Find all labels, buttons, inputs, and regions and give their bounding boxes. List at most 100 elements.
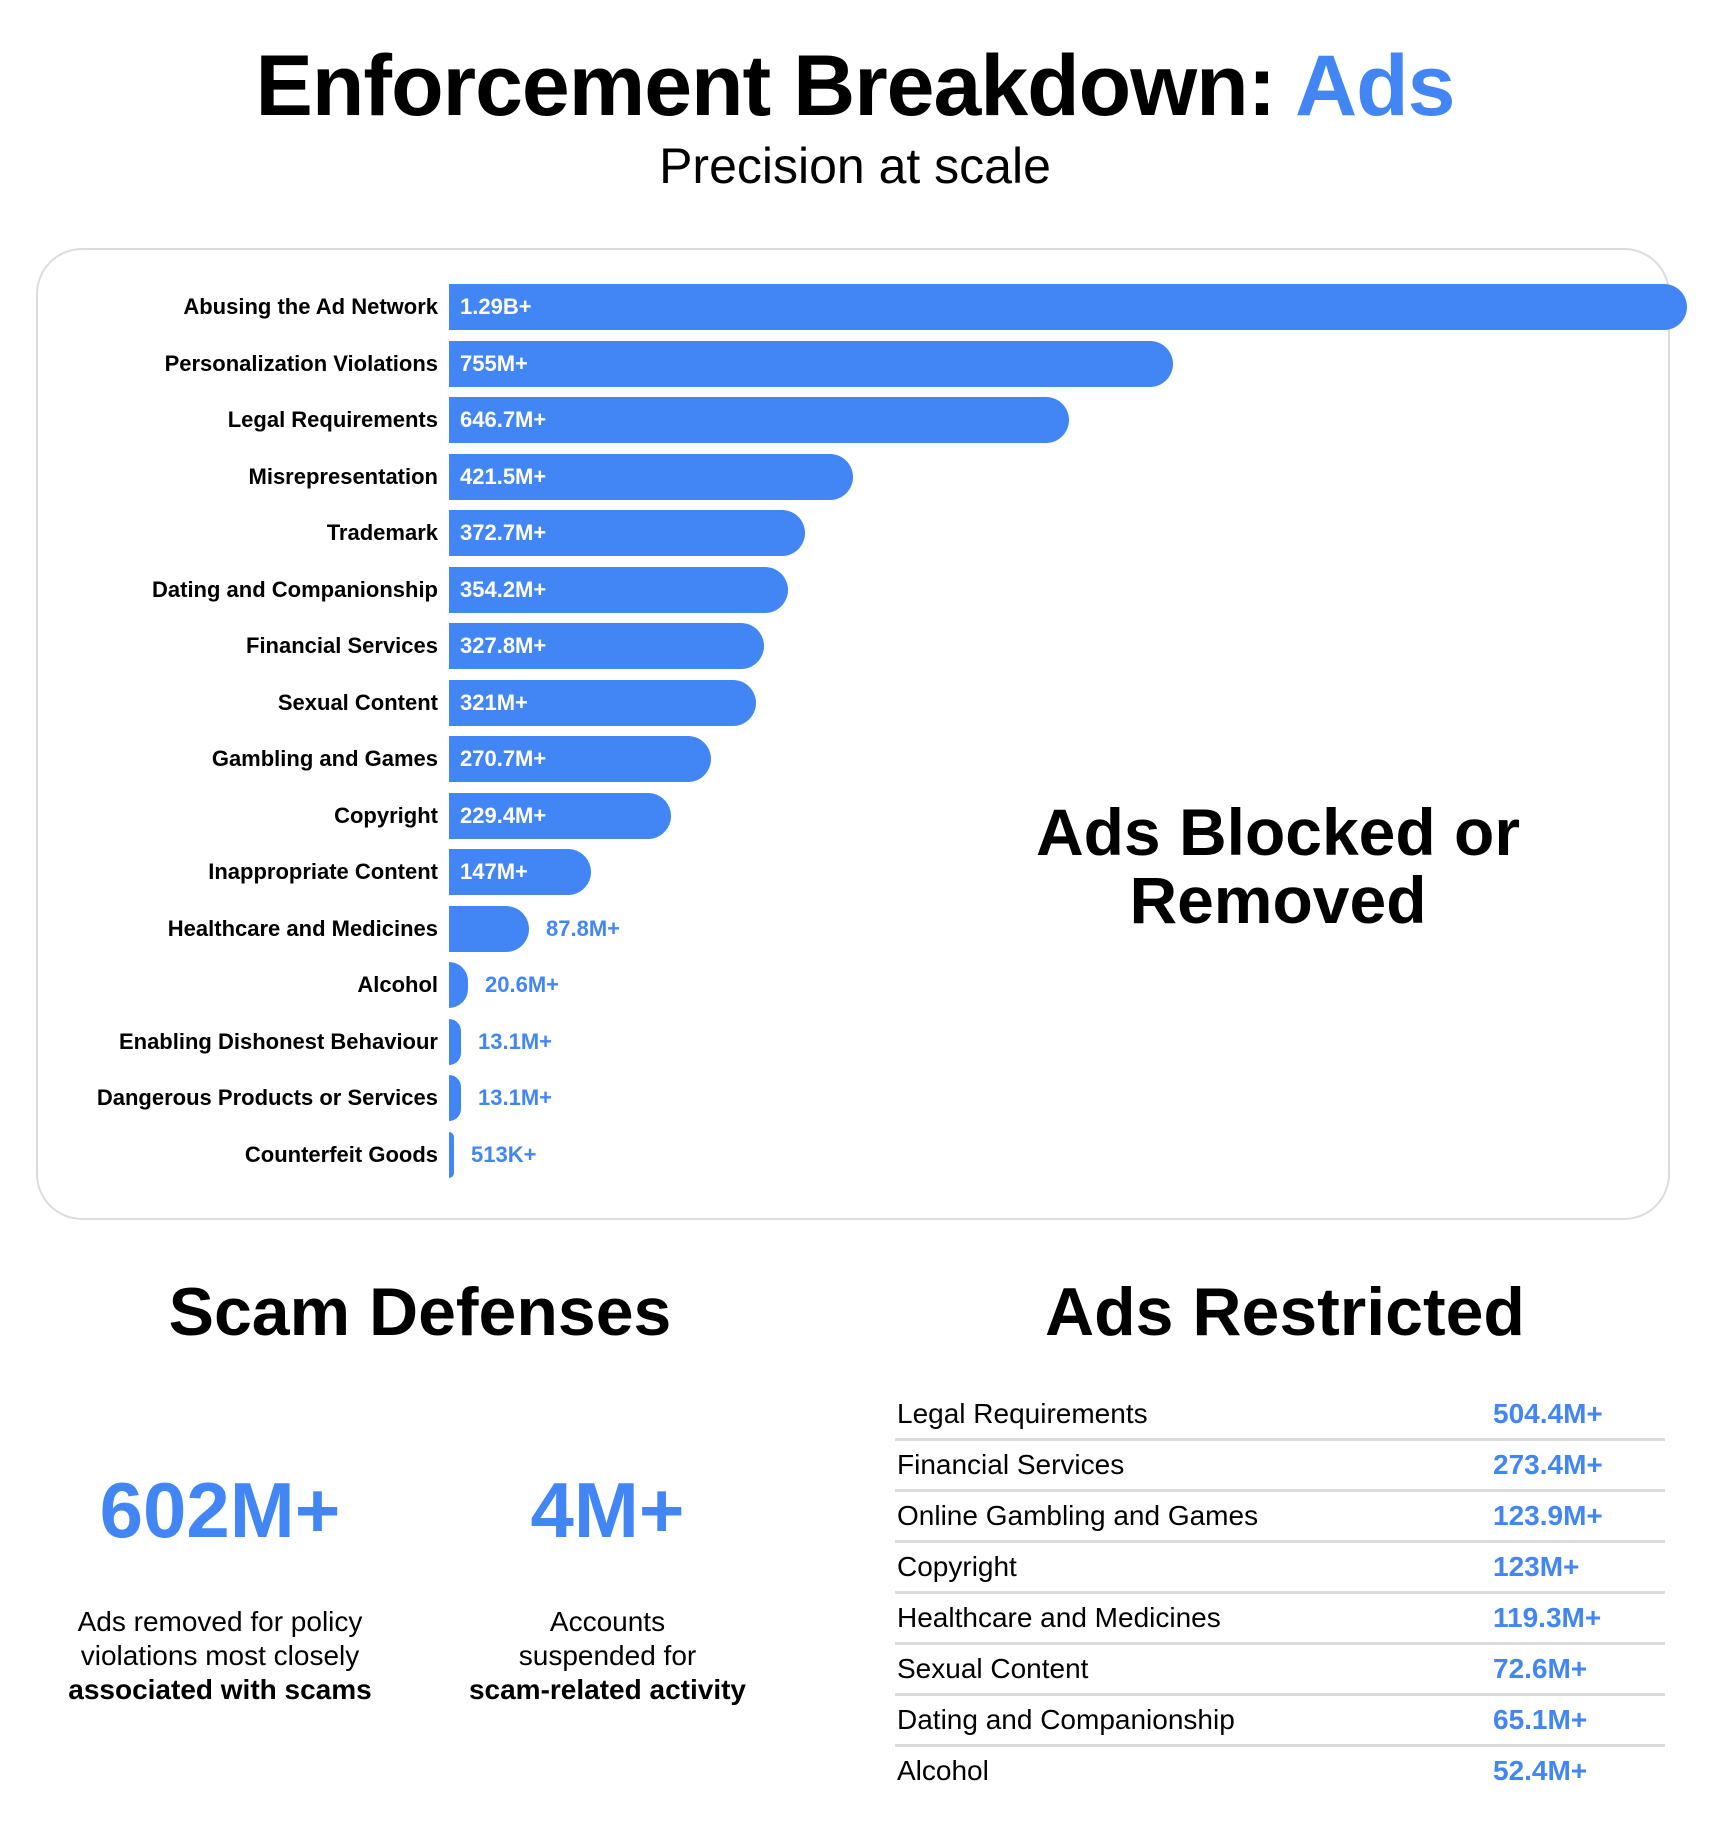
- bar-value-label: 229.4M+: [460, 802, 547, 828]
- table-row: Dating and Companionship 65.1M+: [895, 1696, 1665, 1747]
- title-accent: Ads: [1294, 38, 1455, 134]
- bar: 229.4M+: [449, 792, 671, 839]
- stat-accounts-suspended: 4M+ Accounts suspended for scam-related …: [430, 1465, 785, 1707]
- table-row: Healthcare and Medicines 119.3M+: [895, 1594, 1665, 1645]
- bar: 421.5M+: [449, 453, 853, 500]
- bar-category-label: Misrepresentation: [248, 463, 439, 489]
- chart-heading-line1: Ads Blocked or: [1035, 795, 1521, 869]
- bar-value-label: 755M+: [460, 350, 528, 376]
- bar-value-label: 13.1M+: [478, 1028, 552, 1054]
- bar: 1.29B+: [449, 284, 1687, 330]
- bar-category-label: Dating and Companionship: [152, 576, 438, 602]
- bar-row: Alcohol 20.6M+: [38, 962, 1668, 1008]
- bar-category-label: Personalization Violations: [164, 350, 438, 376]
- bar: [449, 962, 468, 1008]
- stat-ads-removed-scams: 602M+ Ads removed for policy violations …: [40, 1465, 400, 1707]
- stat-desc-bold: associated with scams: [68, 1674, 372, 1705]
- bar: 372.7M+: [449, 510, 805, 556]
- bar-row: Copyright 229.4M+: [38, 792, 1668, 839]
- bar-value-label: 646.7M+: [460, 407, 547, 432]
- row-value: 273.4M+: [1493, 1449, 1603, 1480]
- row-label: Copyright: [897, 1551, 1017, 1582]
- stat-value: 602M+: [99, 1466, 341, 1554]
- stat-description: Ads removed for policy violations most c…: [40, 1605, 400, 1707]
- bar-value-label: 327.8M+: [460, 633, 547, 658]
- bar-category-label: Gambling and Games: [211, 746, 438, 771]
- table-row: Financial Services 273.4M+: [895, 1441, 1665, 1492]
- bar-category-label: Copyright: [334, 802, 438, 828]
- page-title: Enforcement Breakdown: Ads: [0, 36, 1710, 136]
- bar-category-label: Trademark: [326, 520, 438, 545]
- bar: 147M+: [449, 849, 591, 895]
- stat-desc-line: violations most closely: [80, 1640, 360, 1671]
- bar-category-label: Healthcare and Medicines: [167, 915, 438, 941]
- stat-desc-line: Accounts: [549, 1606, 666, 1637]
- table-row: Alcohol 52.4M+: [895, 1747, 1665, 1798]
- bar-value-label: 421.5M+: [460, 463, 547, 489]
- bar: 327.8M+: [449, 623, 764, 669]
- bar-category-label: Enabling Dishonest Behaviour: [118, 1028, 438, 1054]
- chart-heading-line2: Removed: [1129, 863, 1427, 937]
- bar-row: Abusing the Ad Network 1.29B+: [38, 284, 1687, 330]
- bar: 755M+: [449, 340, 1173, 387]
- bar-row: Personalization Violations 755M+: [38, 340, 1668, 387]
- ads-restricted-title: Ads Restricted: [1045, 1274, 1525, 1350]
- stat-description: Accounts suspended for scam-related acti…: [430, 1605, 785, 1707]
- bar-value-label: 147M+: [460, 859, 528, 884]
- bar-category-label: Legal Requirements: [227, 407, 438, 432]
- row-label: Legal Requirements: [897, 1398, 1148, 1429]
- bar-row: Inappropriate Content 147M+: [38, 849, 1668, 895]
- ads-blocked-chart-card: Abusing the Ad Network 1.29B+ Personalizat…: [36, 248, 1687, 1220]
- ads-restricted-table: Legal Requirements 504.4M+ Financial Servi…: [895, 1390, 1665, 1798]
- bar-category-label: Sexual Content: [277, 689, 438, 715]
- bar-row: Sexual Content 321M+: [38, 679, 1668, 726]
- row-value: 65.1M+: [1493, 1704, 1588, 1735]
- bar-row: Dating and Companionship 354.2M+: [38, 566, 1668, 613]
- bar: [449, 1075, 461, 1121]
- row-label: Alcohol: [897, 1755, 989, 1786]
- stat-desc-line: suspended for: [518, 1640, 697, 1671]
- bar-row: Financial Services 327.8M+: [38, 623, 1668, 669]
- row-value: 504.4M+: [1493, 1398, 1603, 1429]
- bar-category-label: Abusing the Ad Network: [183, 294, 438, 319]
- bar-category-label: Dangerous Products or Services: [96, 1085, 438, 1110]
- bar-category-label: Inappropriate Content: [208, 859, 438, 884]
- bar-value-label: 13.1M+: [478, 1085, 552, 1110]
- table-row: Online Gambling and Games 123.9M+: [895, 1492, 1665, 1543]
- bar-row: Counterfeit Goods 513K+: [38, 1131, 1668, 1178]
- bar-value-label: 1.29B+: [460, 294, 532, 319]
- bar-value-label: 372.7M+: [460, 520, 547, 545]
- bar-value-label: 513K+: [471, 1141, 537, 1167]
- bar: 321M+: [449, 679, 756, 726]
- bar-row: Trademark 372.7M+: [38, 510, 1668, 556]
- row-value: 123.9M+: [1493, 1500, 1603, 1531]
- bar-row: Misrepresentation 421.5M+: [38, 453, 1668, 500]
- page-subtitle: Precision at scale: [659, 138, 1051, 194]
- chart-heading: Ads Blocked or Removed: [998, 798, 1558, 934]
- bar-row: Dangerous Products or Services 13.1M+: [38, 1075, 1668, 1121]
- bar-value-label: 270.7M+: [460, 746, 547, 771]
- table-row: Legal Requirements 504.4M+: [895, 1390, 1665, 1441]
- bar-value-label: 20.6M+: [485, 972, 559, 997]
- scam-defenses-title: Scam Defenses: [168, 1274, 672, 1350]
- bar-row: Healthcare and Medicines 87.8M+: [38, 905, 1668, 952]
- bar-value-label: 87.8M+: [546, 915, 620, 941]
- bar-category-label: Counterfeit Goods: [244, 1141, 438, 1167]
- bar-value-label: 321M+: [460, 689, 528, 715]
- bar-value-label: 354.2M+: [460, 576, 547, 602]
- stat-desc-bold: scam-related activity: [468, 1674, 747, 1705]
- row-value: 123M+: [1493, 1551, 1580, 1582]
- bar-row: Legal Requirements 646.7M+: [38, 397, 1668, 443]
- row-value: 119.3M+: [1493, 1602, 1602, 1633]
- title-main: Enforcement Breakdown:: [255, 38, 1295, 134]
- bar: [449, 1131, 454, 1178]
- row-value: 72.6M+: [1493, 1653, 1588, 1684]
- bar-row: Enabling Dishonest Behaviour 13.1M+: [38, 1018, 1668, 1065]
- bar-row: Gambling and Games 270.7M+: [38, 736, 1668, 782]
- row-value: 52.4M+: [1493, 1755, 1588, 1786]
- bar: 354.2M+: [449, 566, 788, 613]
- bar-category-label: Financial Services: [246, 633, 438, 658]
- row-label: Dating and Companionship: [897, 1704, 1235, 1735]
- row-label: Online Gambling and Games: [897, 1500, 1259, 1531]
- bar: 646.7M+: [449, 397, 1069, 443]
